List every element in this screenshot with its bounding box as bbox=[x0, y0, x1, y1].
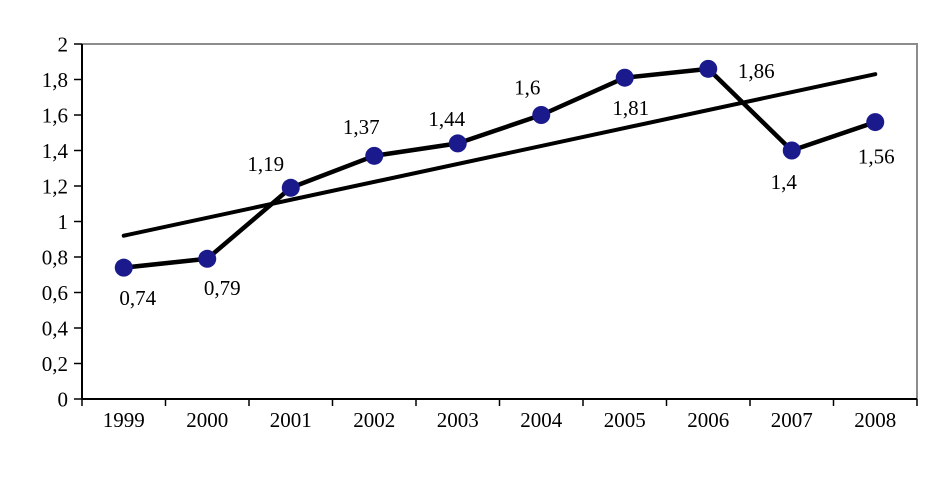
data-point-label: 1,44 bbox=[428, 107, 465, 131]
x-axis-label: 2005 bbox=[604, 408, 646, 432]
data-point-label: 0,74 bbox=[119, 286, 156, 310]
y-axis-label: 0 bbox=[58, 387, 69, 411]
data-point-labels: 0,74 0,79 1,19 1,37 1,44 1,6 1,81 1,86 1,4 1,56 bbox=[119, 59, 894, 310]
axes bbox=[81, 44, 917, 400]
y-axis-label: 1 bbox=[58, 210, 69, 234]
series-line bbox=[121, 66, 878, 270]
x-axis-label: 2002 bbox=[353, 408, 395, 432]
data-point-label: 1,19 bbox=[247, 152, 284, 176]
data-point-marker bbox=[615, 68, 634, 87]
y-axis-ticks bbox=[74, 43, 82, 400]
data-point-markers bbox=[114, 59, 885, 277]
x-axis-label: 2003 bbox=[437, 408, 479, 432]
trendline-series bbox=[121, 72, 878, 238]
data-point-marker bbox=[699, 59, 718, 78]
data-point-marker bbox=[448, 134, 467, 153]
y-axis-label: 0,2 bbox=[42, 352, 68, 376]
data-point-label: 1,6 bbox=[514, 75, 540, 99]
trendline bbox=[121, 72, 878, 238]
data-point-marker bbox=[782, 141, 801, 160]
x-axis-label: 2006 bbox=[687, 408, 729, 432]
x-axis-label: 2001 bbox=[270, 408, 312, 432]
data-point-label: 1,56 bbox=[858, 144, 895, 168]
x-axis-label: 2000 bbox=[186, 408, 228, 432]
x-axis-label: 2007 bbox=[771, 408, 813, 432]
y-axis-label: 0,6 bbox=[42, 281, 68, 305]
x-axis-label: 2004 bbox=[520, 408, 563, 432]
y-axis-label: 0,8 bbox=[42, 245, 68, 269]
x-axis-ticks bbox=[81, 399, 918, 406]
y-axis-label: 1,2 bbox=[42, 174, 68, 198]
data-point-label: 1,86 bbox=[738, 59, 775, 83]
y-axis-label: 0,4 bbox=[42, 316, 69, 340]
data-point-label: 1,81 bbox=[612, 96, 649, 120]
data-point-marker bbox=[281, 178, 300, 197]
x-axis-label: 1999 bbox=[103, 408, 145, 432]
data-point-label: 0,79 bbox=[204, 276, 241, 300]
data-point-marker bbox=[866, 113, 885, 132]
y-axis-tick-labels: 0 0,2 0,4 0,6 0,8 1 1,2 1,4 1,6 1,8 2 bbox=[42, 32, 69, 411]
data-point-label: 1,37 bbox=[343, 115, 380, 139]
data-point-marker bbox=[532, 106, 551, 124]
y-axis-label: 1,4 bbox=[42, 139, 69, 163]
y-axis-label: 2 bbox=[58, 32, 69, 56]
plot-border bbox=[82, 43, 918, 399]
x-axis-label: 2008 bbox=[854, 408, 896, 432]
data-point-marker bbox=[114, 258, 133, 277]
plot-border-line bbox=[82, 43, 918, 399]
y-axis-label: 1,6 bbox=[42, 103, 68, 127]
data-point-label: 1,4 bbox=[771, 170, 798, 194]
data-point-marker bbox=[198, 249, 217, 268]
x-axis-tick-labels: 1999 2000 2001 2002 2003 2004 2005 2006 2007 2008 bbox=[103, 408, 897, 432]
data-series bbox=[121, 66, 878, 270]
data-point-marker bbox=[365, 146, 384, 165]
y-axis-label: 1,8 bbox=[42, 68, 68, 92]
